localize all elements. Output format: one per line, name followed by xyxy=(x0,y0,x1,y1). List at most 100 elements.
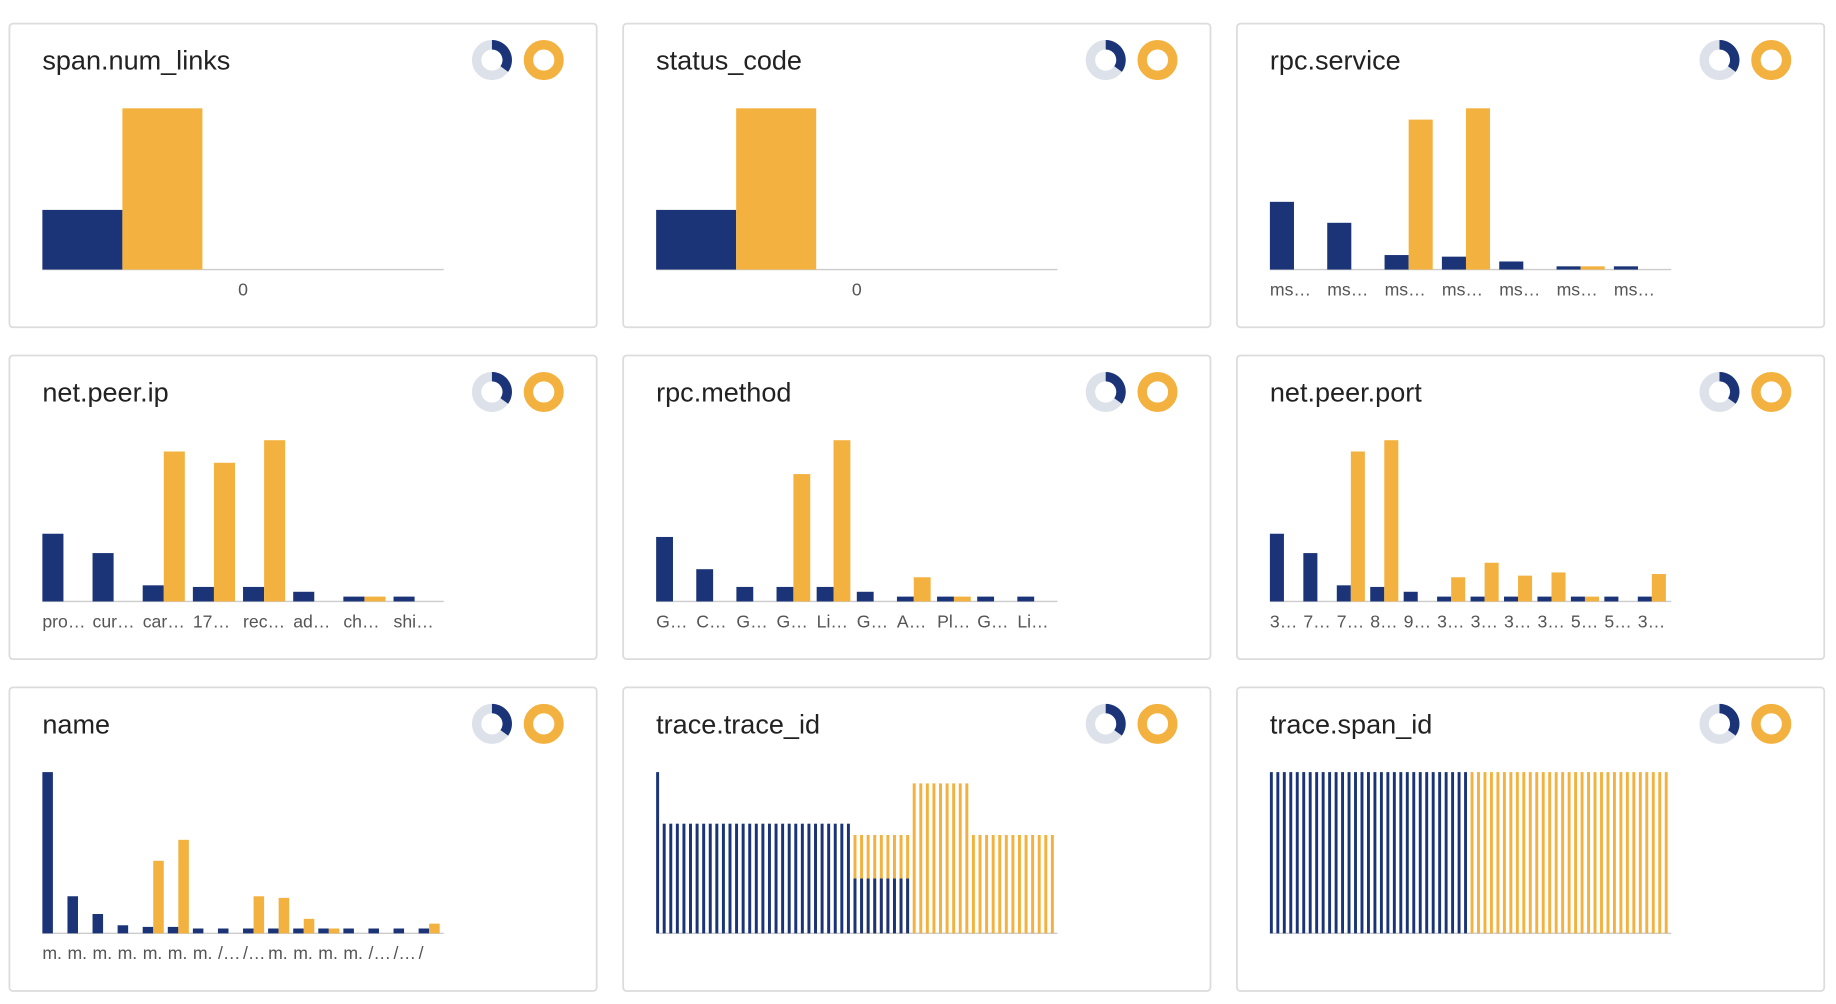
bar xyxy=(1441,256,1466,270)
x-tick-label: m. xyxy=(143,943,163,963)
bar xyxy=(1384,440,1399,602)
bar xyxy=(776,586,794,602)
bar xyxy=(1535,772,1539,934)
bar xyxy=(696,569,714,602)
x-tick-label: Li… xyxy=(817,611,848,631)
bar xyxy=(656,772,660,934)
bar xyxy=(1580,266,1605,270)
bar xyxy=(1664,772,1668,934)
bar xyxy=(736,108,817,270)
x-tick-label: 3… xyxy=(1437,611,1464,631)
x-tick-label: ms… xyxy=(1327,279,1368,299)
bar xyxy=(1037,834,1041,934)
bar xyxy=(695,823,699,934)
bar xyxy=(303,918,315,934)
card[interactable] xyxy=(622,354,1212,661)
bar xyxy=(1522,772,1526,934)
bar xyxy=(1336,585,1351,602)
bar xyxy=(977,596,995,602)
bar xyxy=(117,925,129,934)
bar xyxy=(912,783,916,934)
bar xyxy=(906,878,910,934)
card[interactable] xyxy=(1236,22,1826,329)
card-title: rpc.method xyxy=(656,377,791,407)
bar xyxy=(1554,772,1558,934)
x-tick-label: ad… xyxy=(293,611,330,631)
bar xyxy=(736,586,754,602)
toggle-ring[interactable] xyxy=(1751,40,1792,81)
card[interactable] xyxy=(8,354,598,661)
x-tick-label: ms… xyxy=(1499,279,1540,299)
bar xyxy=(243,586,265,602)
x-tick-label: Li… xyxy=(1017,611,1048,631)
bar xyxy=(781,823,785,934)
bar xyxy=(1011,834,1015,934)
bar xyxy=(368,928,379,934)
bar xyxy=(163,451,185,602)
x-tick-label: cur… xyxy=(93,611,135,631)
bar xyxy=(1499,261,1524,270)
card-title: span.num_links xyxy=(42,46,230,76)
bar xyxy=(1050,834,1054,934)
bar xyxy=(965,783,969,934)
bar xyxy=(682,823,686,934)
bar xyxy=(1645,772,1649,934)
x-tick-label: Pl… xyxy=(937,611,970,631)
bar xyxy=(814,823,817,934)
bar xyxy=(1334,772,1338,934)
bar xyxy=(1528,772,1532,934)
bar xyxy=(1269,772,1273,934)
bar xyxy=(42,533,64,602)
toggle-ring[interactable] xyxy=(523,40,564,81)
toggle-ring[interactable] xyxy=(523,703,564,744)
bar xyxy=(1570,596,1585,602)
bar xyxy=(1451,577,1466,602)
toggle-ring[interactable] xyxy=(1751,703,1792,744)
bar xyxy=(1295,772,1299,934)
card[interactable] xyxy=(1236,354,1826,661)
bar xyxy=(1484,562,1499,602)
bar xyxy=(1496,772,1500,934)
toggle-ring[interactable] xyxy=(1137,703,1178,744)
bar xyxy=(833,823,837,934)
bar xyxy=(1658,772,1662,934)
bar xyxy=(264,440,286,602)
card-title: rpc.service xyxy=(1270,46,1401,76)
bar xyxy=(1031,834,1035,934)
bar xyxy=(1315,772,1319,934)
bar xyxy=(1584,596,1599,602)
bar xyxy=(293,591,315,602)
bar xyxy=(892,878,896,934)
bar xyxy=(1504,596,1519,602)
x-tick-label: rec… xyxy=(243,611,285,631)
toggle-ring[interactable] xyxy=(1137,40,1178,81)
bar xyxy=(741,823,745,934)
toggle-ring[interactable] xyxy=(1751,371,1792,412)
x-tick-label: /… xyxy=(243,943,266,963)
x-tick-label: ms… xyxy=(1270,279,1311,299)
x-tick-label: 0 xyxy=(238,279,248,299)
bar xyxy=(1276,772,1280,934)
bar xyxy=(1600,772,1603,934)
x-tick-label: /… xyxy=(394,943,417,963)
bar xyxy=(1457,772,1461,934)
bar xyxy=(1303,553,1318,602)
toggle-ring[interactable] xyxy=(1137,371,1178,412)
bar xyxy=(418,928,430,934)
bar xyxy=(866,878,870,934)
bar xyxy=(715,823,719,934)
bar xyxy=(1004,834,1008,934)
toggle-ring[interactable] xyxy=(523,371,564,412)
bar xyxy=(735,823,739,934)
bar xyxy=(820,823,824,934)
bar xyxy=(278,897,290,934)
bar xyxy=(1289,772,1293,934)
bar xyxy=(800,823,804,934)
bar xyxy=(1327,222,1352,270)
x-tick-label: G… xyxy=(977,611,1008,631)
bar xyxy=(879,878,883,934)
bar xyxy=(1308,772,1312,934)
x-tick-label: 3… xyxy=(1537,611,1564,631)
bar xyxy=(393,928,405,934)
bar xyxy=(774,823,778,934)
